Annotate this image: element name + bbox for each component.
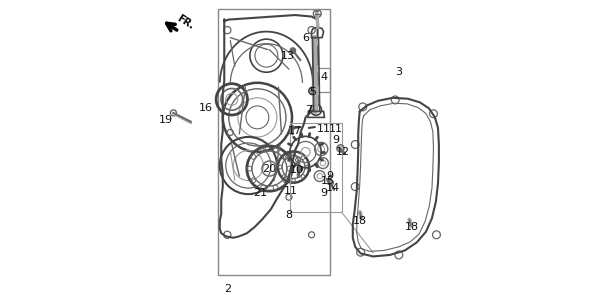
Text: 11: 11 [317,124,330,135]
Text: 15: 15 [320,175,335,186]
Text: 14: 14 [326,183,340,193]
Text: 6: 6 [302,33,309,43]
Text: 9: 9 [320,188,327,198]
Text: 5: 5 [310,87,317,97]
Bar [290,123,342,212]
Text: 8: 8 [286,210,293,220]
Text: 13: 13 [280,51,294,61]
Text: 12: 12 [336,147,350,157]
Text: 21: 21 [253,188,267,198]
Text: 11: 11 [283,186,297,196]
Text: 11: 11 [329,124,343,135]
Text: 9: 9 [332,135,339,145]
Text: 17: 17 [288,126,302,136]
Circle shape [328,180,333,185]
Text: 10: 10 [290,165,303,175]
Text: 3: 3 [395,67,402,77]
Text: 19: 19 [159,115,173,126]
Circle shape [290,126,294,130]
Text: 9: 9 [326,171,333,181]
Text: 4: 4 [320,72,327,82]
Bar [312,68,330,92]
Text: 20: 20 [263,163,277,174]
Text: 16: 16 [199,103,213,113]
Text: 2: 2 [224,284,231,294]
Circle shape [337,145,344,152]
Circle shape [290,48,296,53]
Text: FR.: FR. [175,14,195,32]
Text: 18: 18 [405,222,419,232]
Text: 18: 18 [353,216,367,226]
Text: 7: 7 [305,105,312,115]
Bar [218,9,330,275]
